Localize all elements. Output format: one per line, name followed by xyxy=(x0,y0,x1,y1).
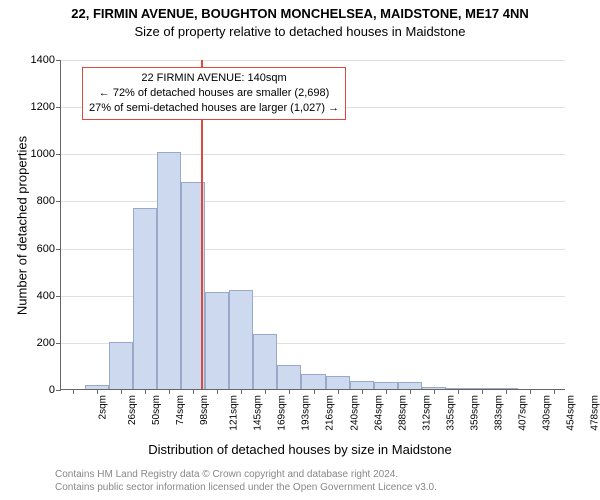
xtick-label: 264sqm xyxy=(373,395,384,431)
xtick-label: 2sqm xyxy=(97,395,108,419)
xtick-label: 288sqm xyxy=(397,395,408,431)
ytick-label: 1000 xyxy=(31,148,61,160)
xtick-mark xyxy=(554,389,555,394)
annotation-line1: 22 FIRMIN AVENUE: 140sqm xyxy=(89,71,339,86)
xtick-label: 478sqm xyxy=(590,395,600,431)
xtick-label: 335sqm xyxy=(445,395,456,431)
xtick-label: 74sqm xyxy=(175,395,186,425)
y-axis-label: Number of detached properties xyxy=(15,126,30,326)
chart-container: { "title": { "line1": "22, FIRMIN AVENUE… xyxy=(0,0,600,500)
xtick-mark xyxy=(73,389,74,394)
xtick-mark xyxy=(530,389,531,394)
footer-line2: Contains public sector information licen… xyxy=(55,481,437,494)
histogram-bar xyxy=(205,292,229,389)
xtick-label: 454sqm xyxy=(566,395,577,431)
xtick-mark xyxy=(217,389,218,394)
annotation-box: 22 FIRMIN AVENUE: 140sqm ← 72% of detach… xyxy=(82,67,346,120)
xtick-mark xyxy=(362,389,363,394)
histogram-bar xyxy=(326,376,350,389)
footer-line1: Contains HM Land Registry data © Crown c… xyxy=(55,468,437,481)
xtick-label: 169sqm xyxy=(277,395,288,431)
xtick-mark xyxy=(241,389,242,394)
histogram-bar xyxy=(229,290,253,389)
xtick-label: 407sqm xyxy=(517,395,528,431)
histogram-bar xyxy=(398,382,422,389)
xtick-mark xyxy=(386,389,387,394)
xtick-label: 216sqm xyxy=(325,395,336,431)
xtick-label: 240sqm xyxy=(349,395,360,431)
histogram-bar xyxy=(277,365,301,389)
histogram-bar xyxy=(253,334,277,389)
xtick-mark xyxy=(314,389,315,394)
ytick-label: 0 xyxy=(49,384,61,396)
histogram-bar xyxy=(133,208,157,390)
xtick-mark xyxy=(265,389,266,394)
xtick-mark xyxy=(97,389,98,394)
xtick-label: 193sqm xyxy=(301,395,312,431)
ytick-label: 1200 xyxy=(31,101,61,113)
xtick-mark xyxy=(121,389,122,394)
annotation-line3: 27% of semi-detached houses are larger (… xyxy=(89,101,339,116)
xtick-label: 50sqm xyxy=(151,395,162,425)
xtick-mark xyxy=(193,389,194,394)
histogram-bar xyxy=(157,152,181,389)
histogram-bar xyxy=(374,382,398,389)
ytick-label: 800 xyxy=(37,195,61,207)
xtick-label: 98sqm xyxy=(199,395,210,425)
xtick-mark xyxy=(434,389,435,394)
chart-title: 22, FIRMIN AVENUE, BOUGHTON MONCHELSEA, … xyxy=(0,6,600,21)
xtick-mark xyxy=(410,389,411,394)
xtick-mark xyxy=(145,389,146,394)
ytick-label: 1400 xyxy=(31,54,61,66)
ytick-label: 400 xyxy=(37,290,61,302)
xtick-label: 121sqm xyxy=(229,395,240,431)
xtick-label: 26sqm xyxy=(127,395,138,425)
xtick-label: 145sqm xyxy=(253,395,264,431)
xtick-mark xyxy=(169,389,170,394)
ytick-label: 200 xyxy=(37,337,61,349)
histogram-bar xyxy=(350,381,374,389)
gridline xyxy=(61,201,565,202)
xtick-mark xyxy=(458,389,459,394)
histogram-bar xyxy=(109,342,133,389)
xtick-label: 312sqm xyxy=(421,395,432,431)
annotation-line2: ← 72% of detached houses are smaller (2,… xyxy=(89,86,339,101)
footer-attribution: Contains HM Land Registry data © Crown c… xyxy=(55,468,437,494)
ytick-label: 600 xyxy=(37,243,61,255)
xtick-mark xyxy=(506,389,507,394)
xtick-label: 359sqm xyxy=(469,395,480,431)
histogram-bar xyxy=(301,374,325,389)
x-axis-label: Distribution of detached houses by size … xyxy=(0,442,600,457)
xtick-label: 383sqm xyxy=(493,395,504,431)
xtick-mark xyxy=(338,389,339,394)
xtick-mark xyxy=(482,389,483,394)
gridline xyxy=(61,154,565,155)
xtick-label: 430sqm xyxy=(541,395,552,431)
xtick-mark xyxy=(289,389,290,394)
chart-subtitle: Size of property relative to detached ho… xyxy=(0,24,600,39)
gridline xyxy=(61,60,565,61)
